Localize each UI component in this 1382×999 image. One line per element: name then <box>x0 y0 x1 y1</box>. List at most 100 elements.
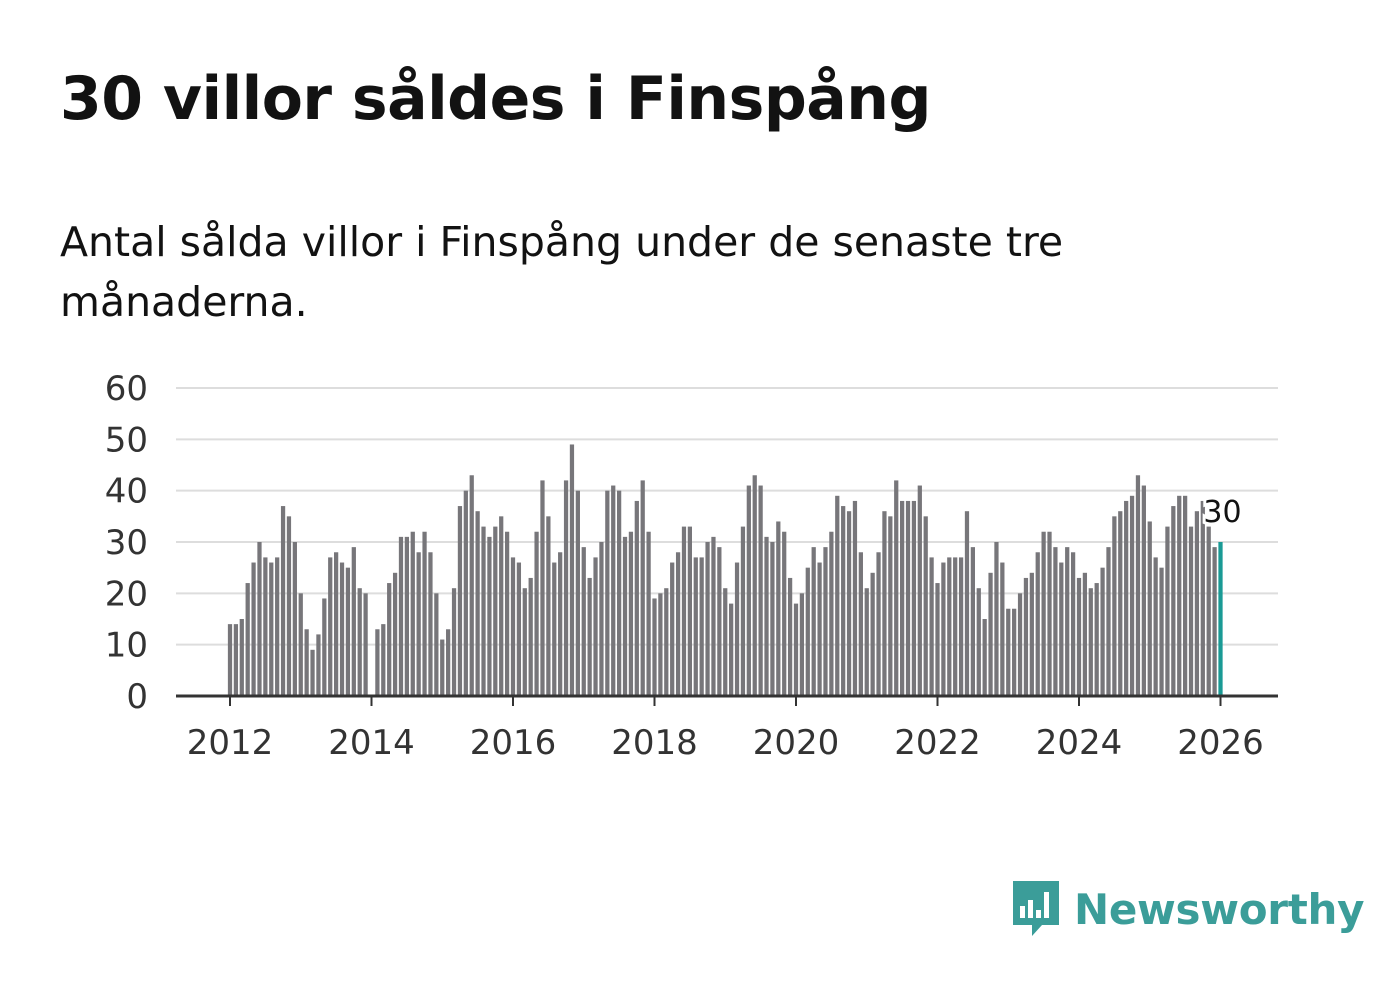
bar <box>911 500 917 696</box>
bar <box>487 536 492 696</box>
bar <box>1017 593 1023 696</box>
y-tick-label: 0 <box>126 677 148 717</box>
bar <box>941 562 946 696</box>
bar <box>1047 531 1052 696</box>
bar <box>776 521 781 696</box>
bar <box>451 588 457 696</box>
bar <box>1065 547 1070 696</box>
y-tick-label: 10 <box>105 626 148 666</box>
bar <box>1088 588 1093 696</box>
bar <box>1029 572 1034 696</box>
brand-name: Newsworthy <box>1074 884 1365 934</box>
bar <box>316 634 321 696</box>
bar <box>1194 511 1200 696</box>
bar <box>457 506 463 696</box>
bar <box>970 547 975 696</box>
bar <box>257 542 262 696</box>
x-tick-label: 2014 <box>328 723 415 763</box>
bar <box>475 511 480 696</box>
bar <box>351 547 356 696</box>
bar <box>1153 557 1158 696</box>
bar <box>711 536 716 696</box>
bar <box>286 516 292 696</box>
bar <box>392 572 398 696</box>
bar <box>546 516 551 696</box>
bar <box>1141 485 1146 696</box>
bar <box>988 572 993 696</box>
bar <box>1023 577 1029 696</box>
bar <box>1118 511 1123 696</box>
bar <box>233 624 239 696</box>
bar <box>652 598 657 696</box>
bar <box>575 490 580 696</box>
bar <box>817 562 822 696</box>
bar <box>1006 608 1011 696</box>
bar <box>905 500 911 696</box>
bar <box>534 531 539 696</box>
bar <box>404 536 409 696</box>
bar <box>605 490 610 696</box>
bar <box>681 526 687 696</box>
bar <box>552 562 557 696</box>
bar <box>1070 552 1076 696</box>
bar <box>835 495 840 696</box>
bar <box>1035 552 1040 696</box>
bar <box>811 547 816 696</box>
bar <box>1000 562 1005 696</box>
bar <box>628 531 634 696</box>
bar <box>929 557 934 696</box>
bar <box>799 593 805 696</box>
bar <box>1041 531 1046 696</box>
bar <box>675 552 681 696</box>
bar <box>1135 475 1141 696</box>
bar <box>410 531 415 696</box>
x-tick-label: 2026 <box>1177 723 1264 763</box>
bar <box>1183 495 1188 696</box>
bar <box>528 577 533 696</box>
bar <box>298 593 303 696</box>
bar <box>275 557 280 696</box>
bar <box>723 588 728 696</box>
bar <box>734 562 740 696</box>
bar <box>504 531 510 696</box>
bar <box>882 511 887 696</box>
bar <box>917 485 922 696</box>
bar <box>841 506 846 696</box>
x-tick-label: 2024 <box>1036 723 1123 763</box>
bar <box>1212 547 1217 696</box>
bar <box>1012 608 1017 696</box>
bar <box>357 588 362 696</box>
y-tick-label: 50 <box>105 420 148 460</box>
bar <box>947 557 952 696</box>
bar <box>540 480 545 696</box>
x-tick-label: 2012 <box>187 723 274 763</box>
bar <box>1094 583 1099 696</box>
bar <box>846 511 852 696</box>
bar <box>894 480 899 696</box>
bar <box>1200 500 1205 696</box>
bar <box>269 562 274 696</box>
bar <box>1159 567 1164 696</box>
bar <box>339 562 345 696</box>
bar <box>328 557 333 696</box>
bar <box>227 624 233 696</box>
bar <box>416 552 421 696</box>
bar <box>900 500 905 696</box>
x-tick-label: 2016 <box>470 723 557 763</box>
bar <box>793 603 799 696</box>
bar <box>1177 495 1182 696</box>
bar <box>664 588 669 696</box>
bar <box>740 526 746 696</box>
bar <box>964 511 970 696</box>
bar-chart-speech-bubble-icon <box>1013 881 1059 936</box>
bar <box>787 577 793 696</box>
x-tick-label: 2020 <box>753 723 840 763</box>
bar-chart: 0 10 20 30 40 50 60 2012 2014 2016 2018 2020 2022 202… <box>105 369 1278 763</box>
bar <box>398 536 404 696</box>
y-tick-label: 20 <box>105 574 148 614</box>
bar <box>569 444 575 696</box>
bar <box>563 480 569 696</box>
bar <box>717 547 722 696</box>
bar <box>522 588 527 696</box>
chart-title: 30 villor såldes i Finspång <box>60 64 931 134</box>
